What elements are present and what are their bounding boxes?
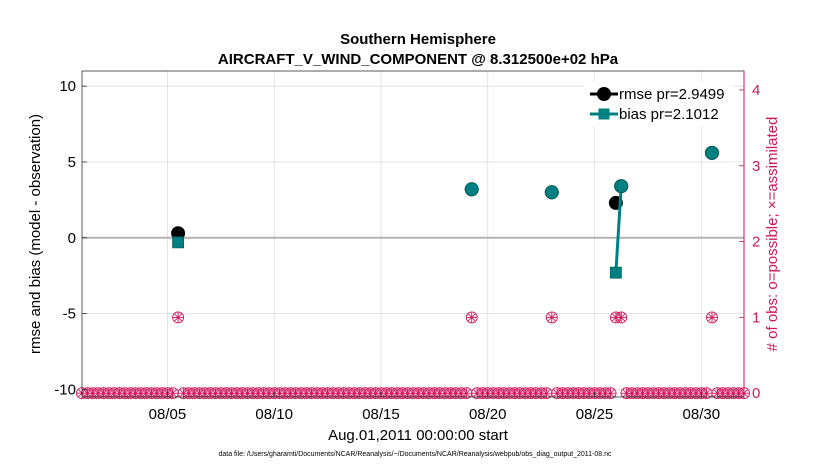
- obs-possible-marker: [615, 311, 628, 324]
- obs-possible-marker: [545, 311, 558, 324]
- bias-point: [172, 236, 184, 249]
- obs-assimilated-mark: [174, 313, 182, 322]
- y2-tick-label: 2: [752, 234, 760, 251]
- x-tick-label: 08/15: [362, 406, 400, 423]
- legend: rmse pr=2.9499 bias pr=2.1012: [584, 82, 734, 126]
- y2-tick-label: 0: [752, 385, 760, 402]
- bias-line-segment: [614, 186, 623, 273]
- obs-assimilated-mark: [467, 313, 476, 322]
- y-tick-label: -5: [63, 306, 76, 323]
- obs-possible-marker: [706, 311, 718, 324]
- obs-assimilated-mark: [702, 389, 711, 398]
- y-axis-ticks: -10 -5 0 5 10: [54, 78, 87, 398]
- x-tick-label: 08/10: [255, 406, 293, 423]
- y-tick-label: 0: [68, 230, 76, 247]
- obs-assimilated-mark: [708, 313, 716, 322]
- y2-tick-label: 3: [752, 158, 760, 175]
- obs-assimilated-mark: [542, 389, 551, 398]
- chart-title: Southern Hemisphere: [340, 31, 496, 48]
- x-tick-label: 08/20: [469, 406, 507, 423]
- obs-possible-marker: [172, 311, 185, 324]
- obs-possible-marker: [604, 387, 617, 400]
- obs-assimilated-mark: [168, 389, 177, 398]
- x-tick-label: 08/30: [683, 406, 721, 423]
- legend-rmse-label: rmse pr=2.9499: [619, 86, 724, 103]
- y-tick-label: -10: [54, 381, 76, 398]
- y-tick-label: 10: [59, 78, 76, 95]
- obs-assimilated-mark: [606, 389, 615, 398]
- bias-point: [704, 145, 719, 160]
- x-axis-ticks: 08/05 08/10 08/15 08/20 08/25 08/30: [149, 392, 720, 423]
- obs-assimilated-mark: [617, 313, 626, 322]
- chart-subtitle: AIRCRAFT_V_WIND_COMPONENT @ 8.312500e+02…: [218, 51, 619, 68]
- y2-axis-label: # of obs: o=possible; ×=assimilated: [764, 117, 781, 352]
- obs-assimilated-mark: [462, 389, 471, 398]
- data-series: [171, 145, 719, 279]
- y2-tick-label: 4: [752, 82, 760, 99]
- bias-point: [614, 179, 629, 194]
- obs-possible-marker: [465, 311, 478, 324]
- x-axis-label: Aug.01,2011 00:00:00 start: [328, 427, 509, 444]
- y-tick-label: 5: [68, 154, 76, 171]
- bias-point: [609, 266, 622, 279]
- legend-bias-label: bias pr=2.1012: [619, 106, 719, 123]
- legend-bias-marker: [598, 108, 610, 120]
- x-tick-label: 08/05: [149, 406, 187, 423]
- legend-rmse-marker: [597, 87, 611, 101]
- y2-tick-label: 1: [752, 309, 760, 326]
- bias-point: [464, 182, 479, 197]
- obs-count-markers: [76, 311, 750, 400]
- y-axis-label: rmse and bias (model - observation): [27, 114, 44, 354]
- bias-point: [544, 185, 559, 200]
- x-tick-label: 08/25: [576, 406, 614, 423]
- obs-assimilated-mark: [547, 313, 556, 322]
- y2-axis-ticks: 0 1 2 3 4: [739, 71, 760, 402]
- data-file-footnote: data file: /Users/gharamti/Documents/NCA…: [218, 451, 612, 458]
